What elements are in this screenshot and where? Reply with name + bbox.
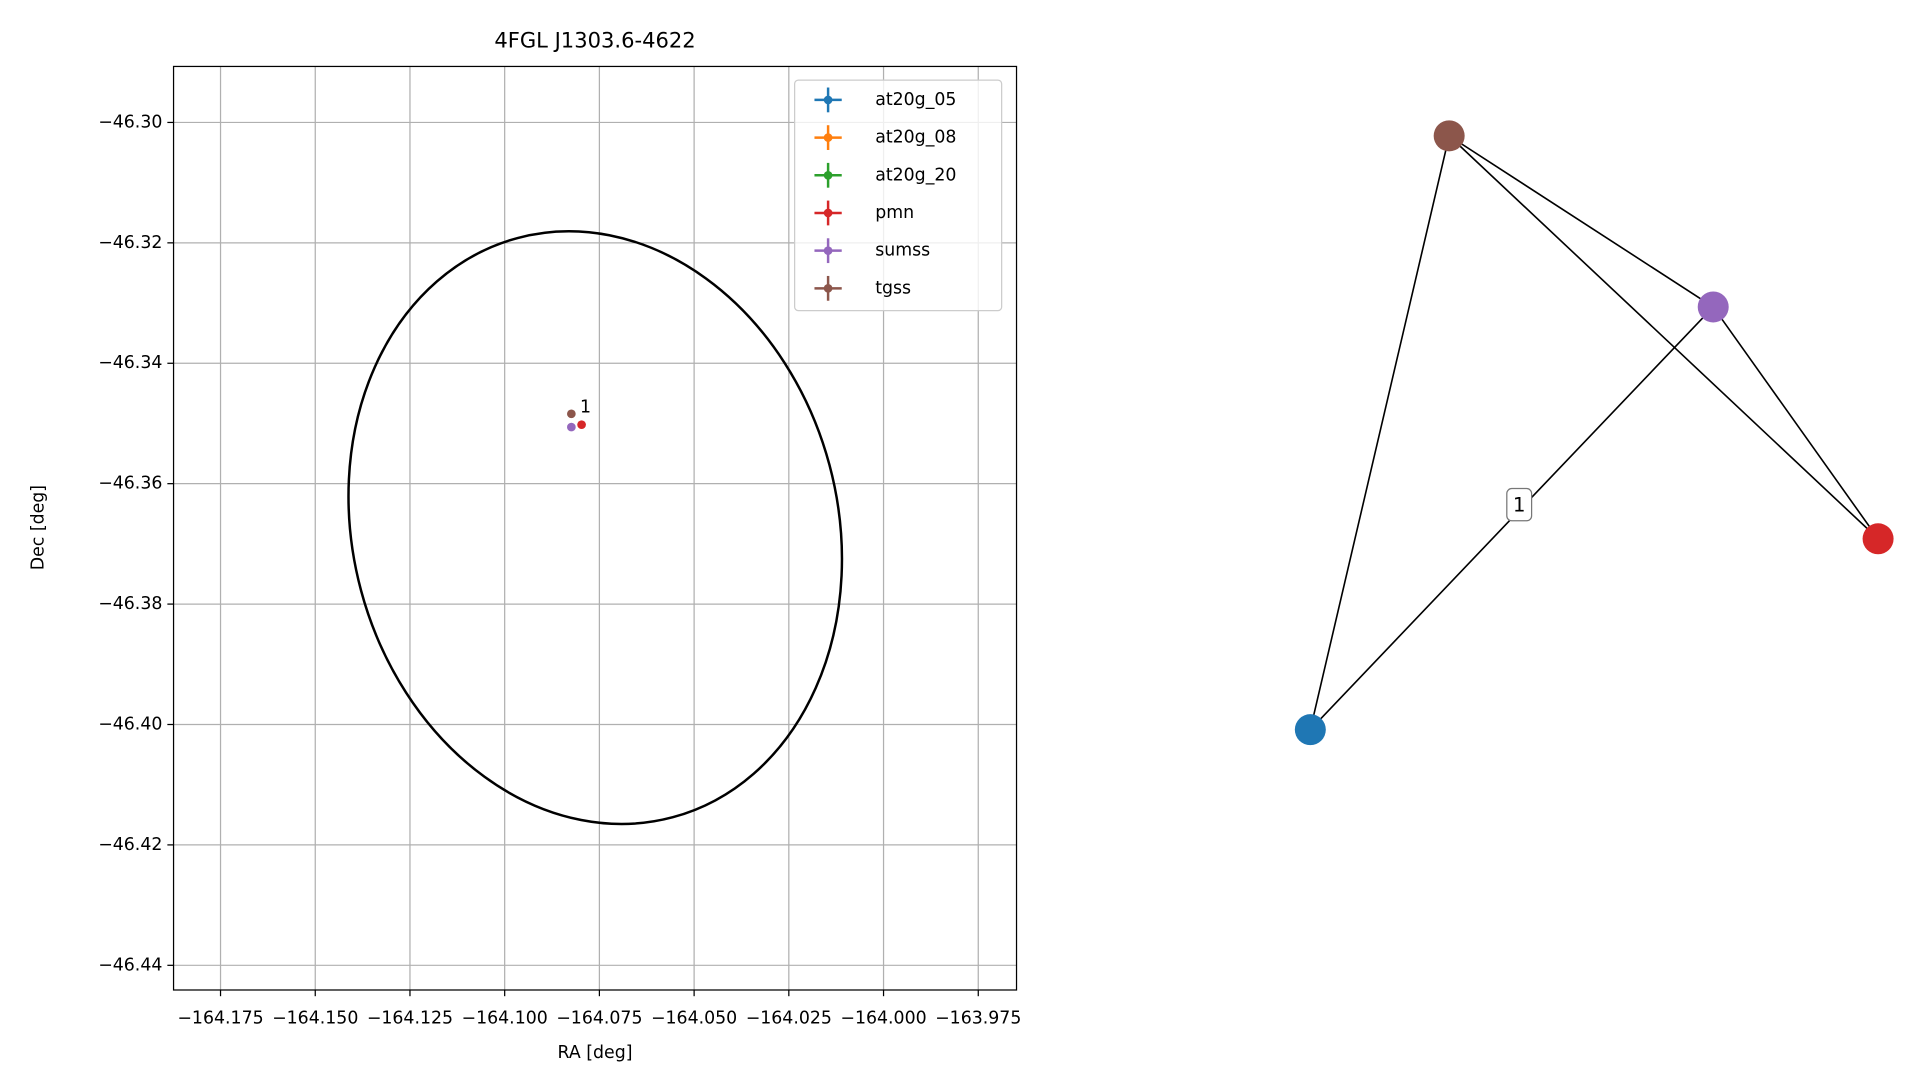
node — [1697, 291, 1729, 323]
legend-marker — [823, 284, 833, 293]
legend-label: tgss — [875, 278, 911, 298]
node — [1433, 120, 1465, 152]
legend-label: pmn — [875, 203, 914, 223]
y-tick-label: −46.40 — [98, 714, 162, 734]
legend-box — [794, 79, 1003, 312]
point — [577, 420, 586, 430]
edge-label: 1 — [1513, 493, 1526, 516]
legend-label: at20g_20 — [875, 165, 956, 185]
legend-label: sumss — [875, 241, 930, 261]
x-tick-label: −164.025 — [746, 1009, 832, 1029]
point — [567, 409, 576, 419]
x-axis-label: RA [deg] — [558, 1043, 633, 1063]
edge — [1448, 135, 1879, 540]
y-tick-label: −46.42 — [98, 835, 162, 855]
y-axis-label: Dec [deg] — [28, 485, 48, 570]
error-ellipse — [347, 230, 844, 826]
x-tick-label: −164.125 — [367, 1009, 453, 1029]
x-tick-label: −164.050 — [651, 1009, 737, 1029]
y-tick-label: −46.44 — [98, 955, 162, 975]
node — [1862, 523, 1894, 555]
plot-frame — [172, 65, 1018, 991]
x-tick-label: −163.975 — [935, 1009, 1021, 1029]
x-tick-label: −164.075 — [556, 1009, 642, 1029]
point — [567, 422, 576, 432]
legend-label: at20g_05 — [875, 90, 956, 110]
x-tick-label: −164.150 — [272, 1009, 358, 1029]
legend-marker — [823, 95, 833, 105]
edge-label-box — [1506, 487, 1533, 522]
legend-marker — [823, 246, 833, 256]
y-tick-label: −46.38 — [98, 594, 162, 614]
edge — [1309, 135, 1450, 730]
legend-marker — [823, 170, 833, 180]
legend-label: at20g_08 — [875, 128, 956, 148]
x-tick-label: −164.000 — [840, 1009, 926, 1029]
y-tick-label: −46.34 — [98, 353, 162, 373]
chart-title: 4FGL J1303.6-4622 — [494, 28, 695, 53]
y-tick-label: −46.30 — [98, 112, 162, 132]
edge — [1448, 135, 1714, 308]
annotation: 1 — [580, 398, 591, 418]
x-tick-label: −164.100 — [462, 1009, 548, 1029]
edge — [1712, 306, 1879, 540]
y-tick-label: −46.32 — [98, 233, 162, 253]
x-tick-label: −164.175 — [177, 1009, 263, 1029]
node — [1294, 714, 1326, 746]
legend-marker — [823, 133, 833, 142]
y-tick-label: −46.36 — [98, 474, 162, 494]
legend-marker — [823, 208, 833, 218]
